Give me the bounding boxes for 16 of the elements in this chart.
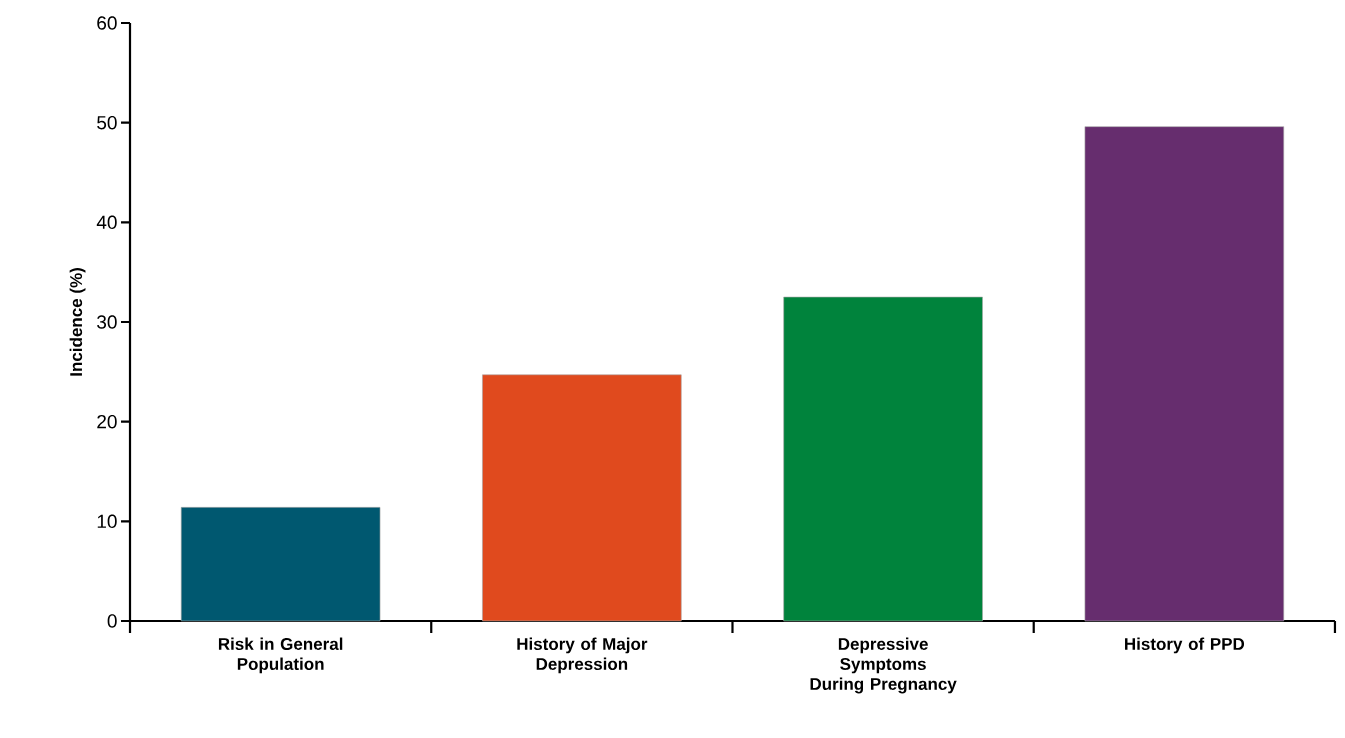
x-tick-label: Risk in General Population <box>218 637 343 674</box>
y-tick-label: 0 <box>107 614 117 628</box>
y-tick-label: 30 <box>97 315 117 329</box>
x-tick-label: Depressive Symptoms During Pregnancy <box>810 637 957 694</box>
y-axis-title: Incidence (%) <box>69 268 86 376</box>
x-tick-label: History of PPD <box>1125 637 1245 654</box>
y-tick-label: 40 <box>96 215 117 230</box>
bar <box>783 296 983 622</box>
y-tick-label: 50 <box>97 115 117 130</box>
bar <box>1084 126 1285 622</box>
bar <box>482 374 682 622</box>
x-tick-label: History of Major Depression <box>517 637 648 674</box>
y-tick-label: 10 <box>97 514 117 529</box>
bar <box>180 507 381 622</box>
y-tick-label: 20 <box>97 414 117 429</box>
y-tick-label: 60 <box>97 16 117 30</box>
